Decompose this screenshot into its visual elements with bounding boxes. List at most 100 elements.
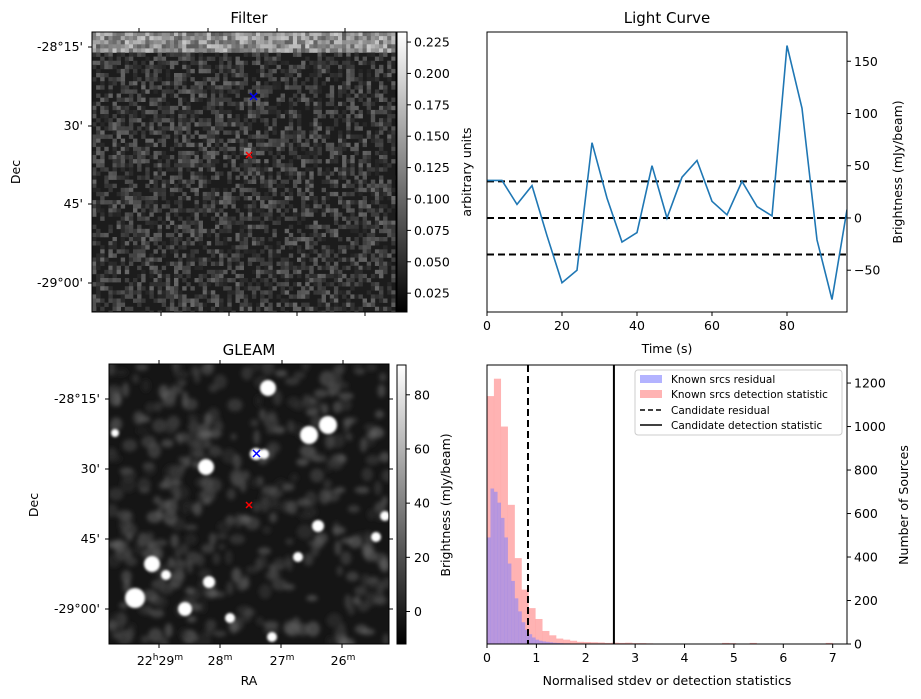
- filter-pixel: [178, 122, 183, 127]
- filter-pixel: [161, 36, 167, 41]
- filter-pixel: [223, 237, 228, 242]
- filter-pixel: [243, 36, 249, 41]
- filter-pixel: [379, 249, 384, 254]
- filter-pixel: [301, 48, 306, 53]
- gleam-noise-blob: [183, 433, 198, 445]
- filter-pixel: [370, 40, 376, 45]
- gleam-noise-blob: [306, 621, 320, 637]
- filter-pixel: [133, 118, 138, 123]
- filter-pixel: [366, 89, 372, 94]
- filter-pixel: [104, 278, 109, 283]
- gleam-noise-blob: [254, 558, 263, 571]
- filter-pixel: [219, 85, 224, 90]
- filter-pixel: [108, 253, 113, 258]
- filter-pixel: [370, 200, 376, 205]
- filter-pixel: [92, 40, 97, 45]
- filter-pixel: [243, 216, 249, 221]
- filter-pixel: [227, 118, 232, 123]
- filter-pixel: [284, 171, 290, 176]
- filter-pixel: [178, 232, 183, 238]
- filter-pixel: [96, 126, 101, 131]
- filter-pixel: [186, 257, 191, 262]
- filter-pixel: [108, 77, 113, 82]
- filter-pixel: [182, 134, 187, 139]
- filter-pixel: [165, 204, 171, 209]
- filter-pixel: [313, 249, 318, 254]
- filter-pixel: [239, 261, 244, 266]
- filter-pixel: [243, 286, 249, 291]
- filter-pixel: [366, 81, 372, 86]
- filter-pixel: [325, 159, 331, 164]
- filter-pixel: [297, 155, 302, 160]
- filter-pixel: [333, 109, 339, 115]
- filter-pixel: [210, 216, 216, 221]
- filter-pixel: [325, 191, 331, 197]
- filter-pixel: [235, 48, 240, 53]
- filter-pixel: [145, 32, 150, 37]
- filter-pixel: [239, 273, 244, 279]
- filter-pixel: [227, 138, 232, 143]
- filter-pixel: [178, 56, 183, 61]
- filter-pixel: [391, 249, 396, 254]
- filter-pixel: [338, 64, 343, 70]
- filter-pixel: [215, 298, 220, 303]
- filter-pixel: [194, 48, 199, 53]
- filter-pixel: [133, 85, 138, 90]
- filter-pixel: [313, 93, 318, 98]
- filter-pixel: [268, 286, 273, 291]
- filter-pixel: [297, 122, 302, 127]
- filter-pixel: [309, 73, 314, 78]
- filter-pixel: [268, 265, 273, 271]
- filter-pixel: [219, 216, 224, 221]
- filter-pixel: [284, 142, 290, 148]
- filter-pixel: [133, 109, 138, 115]
- filter-pixel: [108, 93, 113, 98]
- filter-pixel: [157, 159, 162, 164]
- filter-pixel: [198, 261, 203, 266]
- filter-pixel: [366, 101, 372, 107]
- filter-pixel: [153, 265, 158, 271]
- filter-pixel: [194, 191, 199, 197]
- filter-pixel: [297, 269, 302, 275]
- gleam-noise-blob: [256, 616, 264, 626]
- filter-pixel: [362, 159, 367, 164]
- filter-pixel: [317, 134, 322, 139]
- filter-pixel: [288, 237, 294, 242]
- filter-pixel: [190, 228, 195, 234]
- filter-pixel: [165, 163, 171, 168]
- filter-pixel: [268, 105, 273, 111]
- filter-pixel: [174, 269, 179, 275]
- gleam-noise-blob: [284, 377, 300, 386]
- filter-pixel: [124, 56, 130, 61]
- filter-pixel: [235, 105, 240, 111]
- filter-pixel: [153, 36, 158, 41]
- filter-pixel: [243, 138, 249, 143]
- filter-pixel: [190, 286, 195, 291]
- filter-pixel: [153, 171, 158, 176]
- filter-pixel: [268, 302, 273, 307]
- filter-pixel: [100, 114, 105, 119]
- filter-pixel: [260, 167, 265, 172]
- filter-pixel: [374, 150, 380, 156]
- filter-pixel: [153, 150, 158, 156]
- filter-pixel: [268, 109, 273, 115]
- filter-pixel: [272, 310, 277, 312]
- filter-pixel: [137, 105, 142, 111]
- filter-pixel: [157, 191, 162, 197]
- filter-pixel: [358, 253, 363, 258]
- filter-pixel: [333, 146, 339, 152]
- filter-pixel: [297, 36, 302, 41]
- filter-pixel: [251, 241, 257, 246]
- filter-pixel: [215, 232, 220, 238]
- filter-pixel: [338, 237, 343, 242]
- filter-pixel: [276, 269, 281, 275]
- filter-pixel: [288, 191, 294, 197]
- filter-pixel: [116, 212, 121, 217]
- filter-pixel: [374, 134, 380, 139]
- filter-pixel: [186, 241, 191, 246]
- filter-pixel: [169, 89, 175, 94]
- histogram-ytick-label: 800: [854, 463, 878, 478]
- filter-pixel: [387, 77, 392, 82]
- filter-pixel: [235, 32, 240, 37]
- filter-pixel: [145, 290, 150, 295]
